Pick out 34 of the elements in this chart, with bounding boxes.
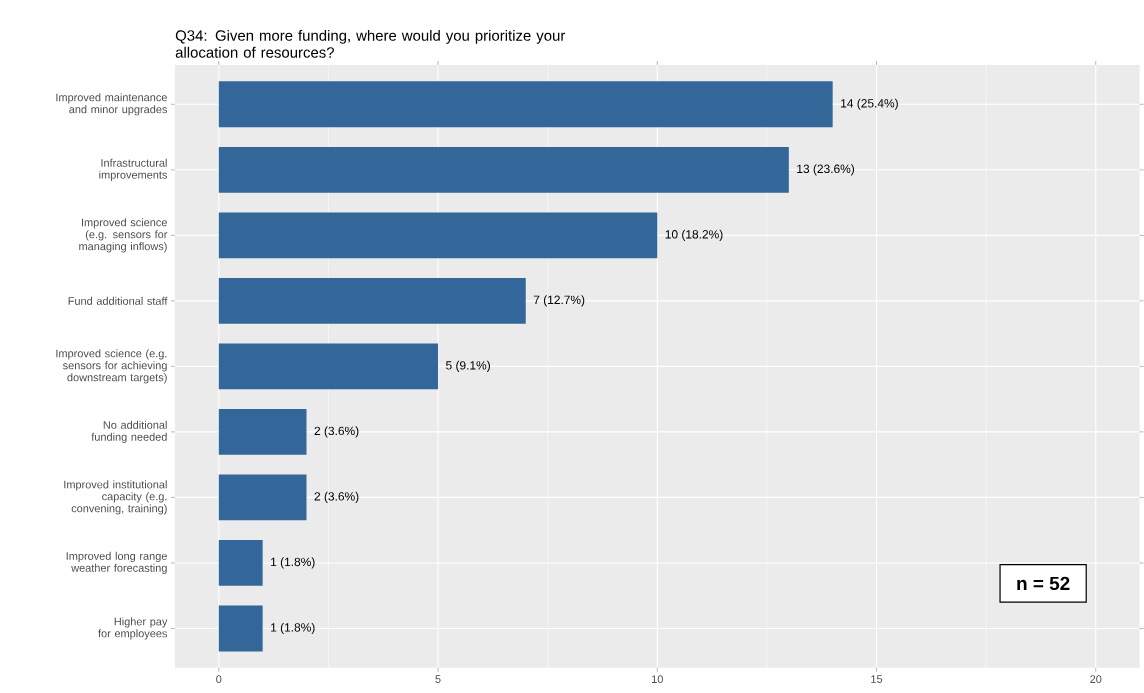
y-tick-label: Improved institutional capacity (e.g. convening, training)	[64, 480, 167, 515]
bar	[218, 605, 263, 652]
y-tick-label: No additional funding needed	[91, 420, 167, 444]
x-tick-label: 0	[216, 675, 222, 684]
data-label: 14 (25.4%)	[841, 98, 898, 110]
x-tick-label: 20	[1090, 675, 1102, 684]
y-tick-label: Infrastructural improvements	[99, 158, 168, 182]
bar	[218, 540, 263, 586]
bar	[218, 278, 526, 324]
y-tick-label: Improved science (e.g. sensors for managing inflows)	[79, 218, 168, 253]
x-tick-label: 15	[871, 675, 883, 684]
y-tick-label: Higher pay for employees	[98, 617, 168, 640]
data-label: 13 (23.6%)	[797, 164, 855, 176]
bar	[218, 81, 833, 128]
data-label: 5 (9.1%)	[446, 360, 490, 373]
y-tick-label: Improved science (e.g. sensors for achieving downstream targets)	[56, 349, 167, 384]
bar	[218, 147, 789, 193]
x-tick-label: 10	[652, 675, 663, 684]
data-label: 7 (12.7%)	[533, 295, 585, 307]
chart-title: Q34: Given more funding, where would you prioritize your allocation of resources?	[175, 30, 566, 58]
annotation: n = 52	[1017, 576, 1070, 591]
bar	[218, 343, 439, 390]
y-tick-label: Improved maintenance and minor upgrades	[56, 93, 167, 116]
bar	[218, 212, 658, 259]
bar	[218, 409, 307, 455]
data-label: 2 (3.6%)	[314, 426, 359, 438]
data-label: 2 (3.6%)	[314, 491, 359, 504]
data-label: 10 (18.2%)	[665, 229, 723, 242]
x-tick-label: 5	[435, 675, 441, 684]
data-label: 1 (1.8%)	[271, 623, 315, 635]
y-tick-label: Improved long range weather forecasting	[66, 551, 167, 575]
y-tick-label: Fund additional staff	[68, 296, 168, 306]
data-label: 1 (1.8%)	[271, 557, 315, 569]
bar	[218, 474, 307, 521]
